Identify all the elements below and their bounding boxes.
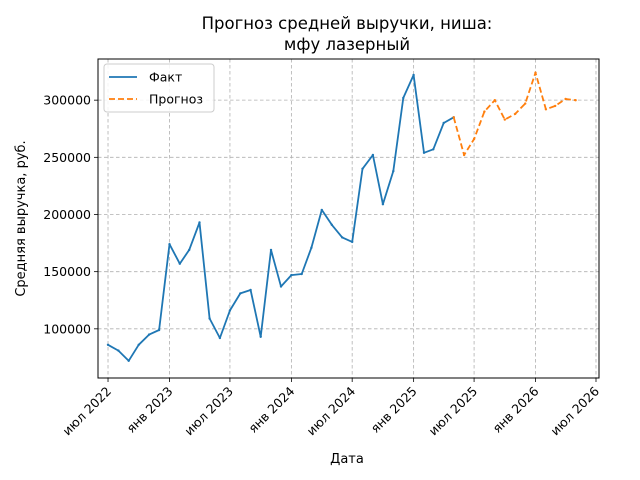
data-point [300,272,303,276]
data-point [147,333,151,336]
data-point [392,169,395,173]
data-point [188,248,191,252]
data-point [371,153,375,157]
data-point [574,99,577,102]
plot-frame [97,58,600,379]
data-point [483,110,486,113]
grid [98,59,599,378]
x-tick-label: июл 2024 [304,383,359,438]
data-point [524,102,527,105]
data-point [472,137,476,141]
legend: Факт Прогноз [103,63,215,113]
x-tick-label: янв 2023 [123,384,175,436]
data-point [462,153,466,157]
y-axis-label: Средняя выручка, руб. [14,140,29,296]
data-point [208,317,211,320]
data-point [279,285,283,288]
data-point [106,343,110,346]
data-point [554,104,557,108]
chart-title: Прогноз средней выручки, ниша: мфу лазерн… [202,14,493,54]
data-point [310,246,313,249]
legend-label: Факт [149,70,182,85]
data-point [157,328,161,332]
data-point [402,96,405,100]
data-point [381,203,385,206]
y-tick-label: 300000 [43,93,91,108]
data-point [534,71,537,74]
data-point [564,97,567,101]
data-point [351,240,354,244]
data-point [544,108,548,111]
x-tick-label: июл 2023 [181,384,236,439]
data-point [127,359,130,362]
y-tick-label: 200000 [43,207,91,222]
data-point [137,343,140,346]
data-point [432,148,435,151]
data-point [514,112,517,116]
y-axis: 100000 150000 200000 250000 300000 [43,93,98,336]
data-point [341,236,344,239]
data-point [330,223,333,226]
x-tick-label: июл 2026 [547,383,602,438]
x-tick-label: июл 2025 [425,384,480,439]
legend-label: Прогноз [149,92,203,107]
data-point [503,118,506,121]
x-axis: июл 2022 янв 2023 июл 2023 янв 2024 июл 2024… [59,378,602,438]
data-point [442,121,445,125]
data-point [422,151,426,154]
y-tick-label: 250000 [43,150,91,165]
data-point [228,309,232,312]
data-point [249,288,252,292]
data-point [269,248,273,252]
data-point [290,273,293,277]
data-point [218,336,222,340]
x-tick-label: янв 2025 [368,384,420,436]
legend-box [103,63,215,113]
data-point [198,221,201,224]
x-tick-label: янв 2024 [245,383,297,435]
data-point [452,116,455,119]
x-tick-label: июл 2022 [59,384,114,439]
series-layer [106,71,577,362]
x-axis-label: Дата [330,452,364,467]
data-point [178,262,181,265]
data-point [493,99,496,102]
x-tick-label: янв 2026 [489,383,541,435]
data-point [412,73,415,77]
data-point [168,243,171,246]
data-point [239,292,242,295]
series-line-actual [107,74,455,362]
data-point [117,349,120,352]
y-tick-label: 100000 [43,321,91,336]
data-point [361,167,364,170]
data-point [259,335,262,338]
data-point [320,208,323,212]
y-tick-label: 150000 [43,264,91,279]
